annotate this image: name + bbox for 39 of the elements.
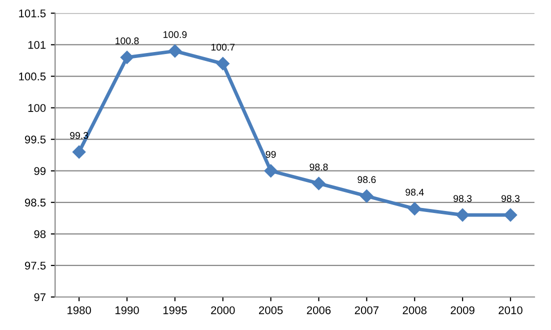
data-label: 98.6 <box>358 176 376 184</box>
x-tick-label: 1990 <box>115 306 139 314</box>
x-tick-label: 2007 <box>354 306 378 314</box>
y-tick-label: 101 <box>28 41 46 49</box>
data-label: 99 <box>266 150 276 158</box>
data-label: 98.3 <box>501 195 520 202</box>
point <box>72 145 86 159</box>
x-tick-label: 2000 <box>211 306 235 314</box>
point <box>216 57 230 70</box>
x-tick-label: 2008 <box>402 306 427 314</box>
point <box>120 50 134 64</box>
data-label: 100.7 <box>211 44 235 51</box>
x-tick-label: 2010 <box>498 306 522 314</box>
y-tick-label: 97 <box>34 293 46 302</box>
point <box>408 202 422 216</box>
y-tick-label: 100 <box>28 104 46 112</box>
y-tick-label: 99.5 <box>24 136 46 144</box>
x-tick-label: 2009 <box>450 306 474 314</box>
x-tick-label: 1980 <box>68 306 91 314</box>
y-tick-label: 99 <box>34 167 46 175</box>
point <box>360 190 374 203</box>
y-tick-label: 100.5 <box>19 72 46 80</box>
y-tick-label: 98.5 <box>24 198 46 207</box>
y-tick-label: 98 <box>34 230 46 238</box>
data-label: 98.4 <box>406 188 424 196</box>
data-label: 98.8 <box>310 164 328 170</box>
point <box>264 164 278 178</box>
data-label: 100.8 <box>116 37 139 44</box>
y-tick-label: 101.5 <box>19 9 46 18</box>
point <box>504 208 518 222</box>
point <box>312 176 326 190</box>
data-label: 100.9 <box>164 31 187 38</box>
data-label: 98.3 <box>454 195 472 202</box>
x-tick-label: 2005 <box>259 306 283 314</box>
x-tick-label: 2006 <box>306 306 331 314</box>
point <box>168 44 182 58</box>
y-tick-label: 97.5 <box>24 262 46 270</box>
point <box>456 208 470 222</box>
x-tick-label: 1995 <box>163 306 187 314</box>
